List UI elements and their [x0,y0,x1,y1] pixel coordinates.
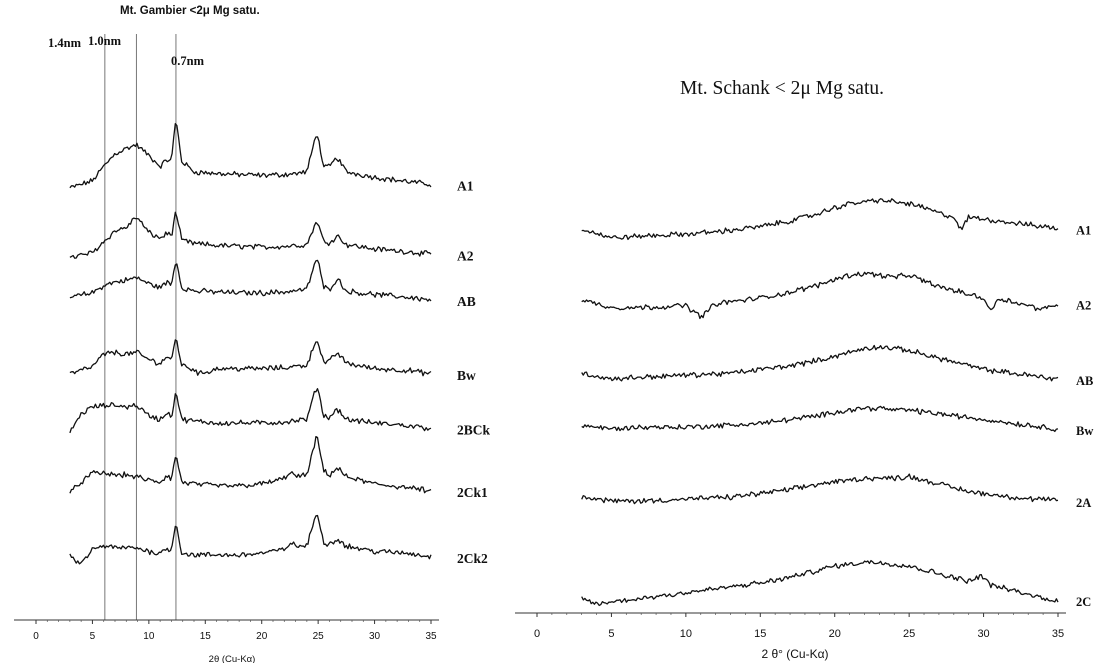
x-tick-label: 0 [33,631,39,642]
x-tick-label: 10 [143,631,155,642]
x-tick-label: 5 [90,631,96,642]
x-tick-label: 5 [608,628,614,640]
series-line-2c [581,559,1059,607]
series-line-2ck1 [69,435,432,494]
x-tick-label: 35 [425,631,437,642]
series-line-bw [581,405,1059,433]
series-group: A1 A2 AB Bw 2BCk 2Ck1 2Ck2 [69,123,491,566]
series-line-2bck [69,388,432,434]
series-label-2a: 2A [1076,496,1091,510]
series-label-a1: A1 [1076,224,1091,238]
series-label-a1: A1 [457,178,474,193]
series-line-a1 [581,198,1059,241]
series-label-bw: Bw [457,368,476,383]
series-label-2ck1: 2Ck1 [457,485,488,500]
series-label-2ck2: 2Ck2 [457,551,488,566]
series-line-ab [581,344,1059,382]
series-line-2ck2 [69,514,432,565]
reference-lines: 1.4nm 1.0nm 0.7nm [48,34,205,620]
x-axis: 0 5 10 15 20 25 30 35 [14,619,439,642]
series-label-a2: A2 [1076,299,1091,313]
x-tick-label: 0 [534,628,540,640]
reference-line-label: 0.7nm [171,54,205,68]
series-line-2a [581,473,1059,505]
x-axis-label: 2 θ° (Cu-Kα) [761,647,828,661]
series-label-ab: AB [457,294,476,309]
x-tick-label: 15 [754,628,766,640]
x-tick-label: 20 [256,631,268,642]
chart-title: Mt. Gambier <2μ Mg satu. [120,5,260,17]
x-tick-label: 20 [829,628,841,640]
chart-mt-schank: Mt. Schank < 2μ Mg satu. A1 A2 AB Bw 2A 2C 0 5… [515,78,1093,661]
series-label-bw: Bw [1076,424,1093,438]
x-tick-label: 15 [200,631,212,642]
x-tick-label: 35 [1052,628,1064,640]
x-tick-label: 25 [903,628,915,640]
series-line-a1 [69,123,432,189]
reference-line-label: 1.0nm [88,34,122,48]
series-label-2bck: 2BCk [457,422,491,437]
x-axis-label: 2θ (Cu-Kα) [209,654,256,663]
x-tick-label: 30 [369,631,381,642]
series-line-bw [69,339,432,377]
x-tick-label: 25 [313,631,325,642]
x-axis: 0 5 10 15 20 25 30 35 [515,612,1066,640]
series-line-a2 [69,211,432,259]
series-label-ab: AB [1076,374,1093,388]
x-tick-label: 30 [977,628,989,640]
chart-mt-gambier: Mt. Gambier <2μ Mg satu. 1.4nm 1.0nm 0.7nm… [14,5,491,665]
chart-title: Mt. Schank < 2μ Mg satu. [680,78,884,99]
series-line-ab [69,259,432,302]
series-label-a2: A2 [457,248,474,263]
series-label-2c: 2C [1076,595,1091,609]
x-tick-label: 10 [680,628,692,640]
series-line-a2 [581,271,1059,320]
reference-line-label: 1.4nm [48,36,82,50]
series-group: A1 A2 AB Bw 2A 2C [581,198,1093,609]
